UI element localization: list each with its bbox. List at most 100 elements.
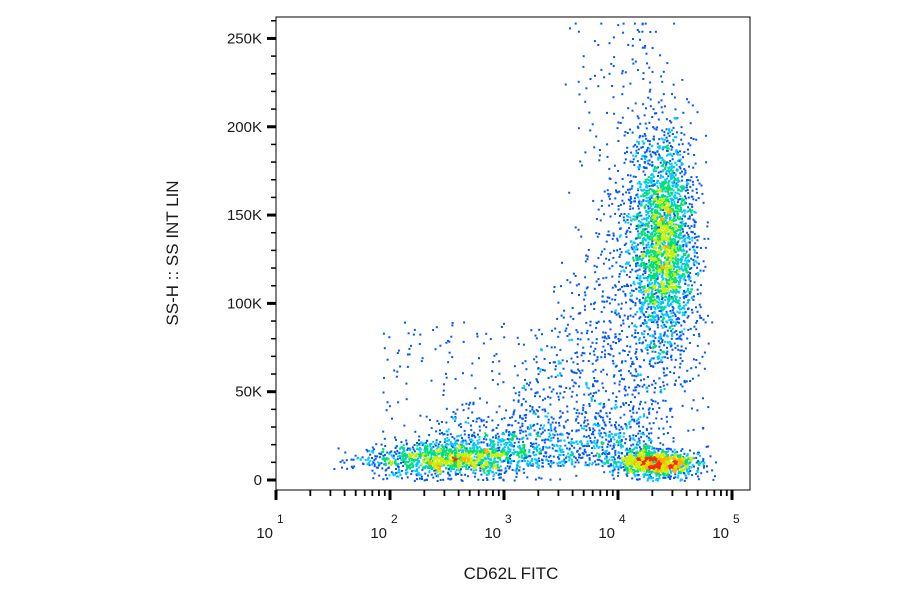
event-dot	[413, 450, 416, 453]
event-dot	[441, 457, 444, 460]
event-dot	[684, 303, 687, 306]
event-dot	[662, 198, 665, 201]
event-dot	[489, 467, 492, 470]
event-dot	[455, 450, 458, 453]
event-dot	[373, 472, 376, 475]
event-dot	[429, 460, 432, 463]
event-dot	[675, 259, 678, 262]
event-dot	[635, 214, 638, 217]
event-dot	[679, 158, 682, 161]
event-dot	[678, 311, 681, 314]
event-dot	[446, 439, 449, 442]
event-dot	[650, 203, 653, 206]
event-dot	[511, 469, 514, 471]
event-dot	[661, 195, 663, 198]
event-dot	[492, 461, 495, 464]
event-dot	[678, 366, 681, 369]
event-dot	[643, 264, 645, 267]
event-dot	[396, 458, 399, 461]
event-dot	[665, 261, 668, 264]
event-dot	[671, 223, 673, 226]
event-dot	[660, 315, 662, 318]
event-dot	[510, 460, 513, 462]
event-dot	[654, 301, 657, 304]
event-dot	[667, 458, 670, 461]
event-dot	[635, 246, 638, 249]
event-dot	[662, 187, 664, 190]
event-dot	[660, 324, 663, 327]
event-dot	[628, 252, 631, 255]
event-dot	[627, 451, 630, 454]
event-dot	[659, 221, 662, 224]
event-dot	[626, 474, 629, 477]
event-dot	[402, 455, 405, 458]
event-dot	[613, 438, 616, 441]
event-dot	[672, 262, 675, 265]
event-dot	[684, 215, 687, 218]
event-dot	[483, 448, 486, 451]
event-dot	[456, 447, 459, 450]
event-dot	[639, 226, 642, 229]
event-dot	[674, 457, 677, 460]
event-dot	[675, 131, 678, 134]
event-dot	[497, 441, 500, 444]
event-dot	[651, 207, 654, 210]
event-dot	[383, 463, 386, 466]
event-dot	[416, 470, 419, 473]
event-dot	[623, 314, 626, 317]
event-dot	[523, 460, 526, 462]
event-dot	[477, 452, 480, 455]
event-dot	[642, 333, 645, 336]
event-dot	[479, 469, 482, 472]
event-dot	[665, 173, 668, 175]
event-dot	[447, 471, 450, 474]
event-dot	[672, 234, 675, 237]
event-dot	[683, 381, 686, 384]
event-dot	[669, 285, 672, 288]
event-dot	[559, 410, 562, 413]
event-dot	[674, 117, 677, 120]
event-dot	[680, 138, 683, 141]
event-dot	[648, 150, 651, 153]
event-dot	[656, 250, 659, 253]
event-dot	[645, 449, 647, 452]
event-dot	[658, 456, 661, 459]
event-dot	[666, 221, 668, 224]
event-dot	[369, 460, 372, 463]
event-dot	[664, 268, 667, 270]
event-dot	[654, 346, 657, 349]
event-dot	[613, 468, 616, 471]
event-dot	[473, 455, 476, 458]
event-dot	[386, 477, 389, 480]
event-dot	[691, 474, 694, 477]
event-dot	[671, 305, 674, 308]
event-dot	[419, 473, 422, 476]
event-dot	[675, 288, 678, 291]
event-dot	[472, 459, 475, 462]
event-dot	[640, 258, 643, 260]
event-dot	[663, 233, 666, 236]
event-dot	[482, 459, 485, 462]
event-dot	[676, 243, 679, 246]
event-dot	[656, 466, 659, 469]
event-dot	[626, 336, 629, 338]
event-dot	[666, 341, 669, 344]
event-dot	[432, 476, 435, 479]
event-dot	[518, 469, 521, 472]
event-dot	[400, 469, 403, 472]
event-dot	[666, 206, 669, 209]
event-dot	[683, 273, 686, 276]
event-dot	[487, 457, 490, 460]
event-dot	[652, 285, 655, 287]
event-dot	[661, 216, 663, 219]
event-dot	[650, 180, 653, 183]
event-dot	[646, 469, 648, 472]
event-dot	[642, 290, 645, 293]
event-dot	[630, 465, 633, 468]
event-dot	[664, 306, 666, 309]
event-dot	[513, 460, 515, 463]
event-dot	[672, 247, 675, 250]
event-dot	[655, 236, 658, 239]
event-dot	[383, 457, 386, 460]
event-dot	[668, 194, 671, 197]
